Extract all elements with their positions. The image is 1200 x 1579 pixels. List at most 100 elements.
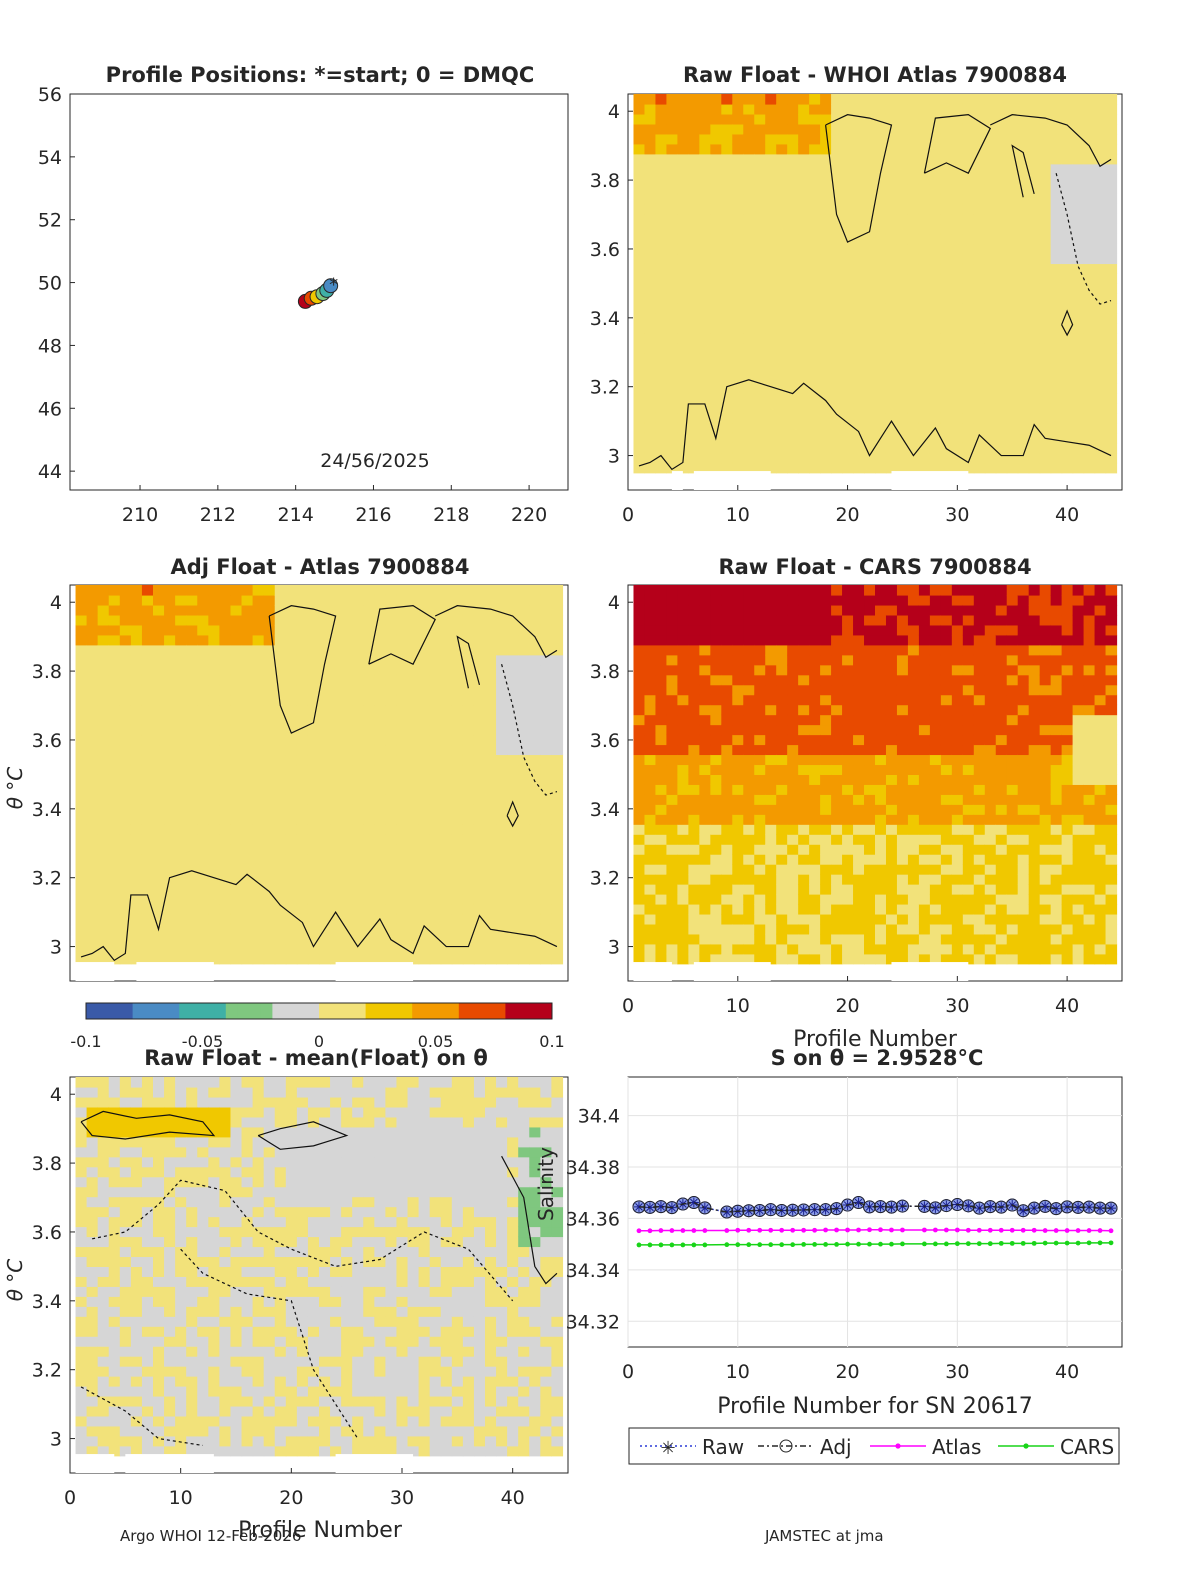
heatmap-cell xyxy=(1029,283,1041,294)
heatmap-cell xyxy=(875,914,887,925)
heatmap-cell xyxy=(864,954,876,965)
heatmap-cell xyxy=(974,373,986,384)
heatmap-cell xyxy=(197,655,209,666)
heatmap-cell xyxy=(996,283,1008,294)
heatmap-cell xyxy=(776,764,788,775)
heatmap-cell xyxy=(743,904,755,915)
heatmap-cell xyxy=(853,824,865,835)
heatmap-cell xyxy=(1051,373,1063,384)
heatmap-cell xyxy=(721,715,733,726)
heatmap-cell xyxy=(98,685,110,696)
heatmap-cell xyxy=(787,894,799,905)
heatmap-cell xyxy=(308,784,320,795)
heatmap-cell xyxy=(518,914,530,925)
heatmap-cell xyxy=(253,764,265,775)
heatmap-cell xyxy=(666,615,678,626)
heatmap-cell xyxy=(540,824,552,835)
heatmap-cell xyxy=(996,934,1008,945)
heatmap-cell xyxy=(87,764,99,775)
heatmap-cell xyxy=(820,715,832,726)
heatmap-cell xyxy=(98,605,110,616)
heatmap-cell xyxy=(529,605,541,616)
heatmap-cell xyxy=(1073,363,1085,374)
heatmap-cell xyxy=(787,244,799,255)
heatmap-cell xyxy=(886,353,898,364)
heatmap-cell xyxy=(76,725,88,736)
heatmap-cell xyxy=(743,174,755,185)
heatmap-cell xyxy=(842,423,854,434)
heatmap-cell xyxy=(952,635,964,646)
heatmap-cell xyxy=(644,373,656,384)
heatmap-cell xyxy=(688,333,700,344)
heatmap-cell xyxy=(831,333,843,344)
heatmap-cell xyxy=(1040,244,1052,255)
heatmap-cell xyxy=(809,423,821,434)
heatmap-cell xyxy=(853,164,865,175)
heatmap-cell xyxy=(754,204,766,215)
heatmap-cell xyxy=(396,595,408,606)
heatmap-cell xyxy=(985,144,997,155)
heatmap-cell xyxy=(633,864,645,875)
heatmap-cell xyxy=(699,695,711,706)
heatmap-cell xyxy=(743,104,755,115)
heatmap-cell xyxy=(886,754,898,765)
heatmap-cell xyxy=(941,94,953,105)
heatmap-cell xyxy=(1051,814,1063,825)
heatmap-cell xyxy=(864,383,876,394)
heatmap-cell xyxy=(197,625,209,636)
heatmap-cell xyxy=(496,705,508,716)
heatmap-cell xyxy=(930,124,942,135)
heatmap-cell xyxy=(842,595,854,606)
heatmap-cell xyxy=(496,894,508,905)
heatmap-cell xyxy=(699,585,711,596)
heatmap-cell xyxy=(142,595,154,606)
heatmap-cell xyxy=(1062,413,1074,424)
heatmap-cell xyxy=(330,924,342,935)
heatmap-cell xyxy=(186,804,198,815)
heatmap-cell xyxy=(765,904,777,915)
heatmap-cell xyxy=(886,333,898,344)
heatmap-cell xyxy=(330,735,342,746)
heatmap-cell xyxy=(820,234,832,245)
heatmap-cell xyxy=(1051,735,1063,746)
heatmap-cell xyxy=(319,754,331,765)
heatmap-cell xyxy=(1007,263,1019,274)
heatmap-cell xyxy=(853,174,865,185)
heatmap-cell xyxy=(1040,894,1052,905)
heatmap-cell xyxy=(853,904,865,915)
heatmap-cell xyxy=(385,685,397,696)
heatmap-cell xyxy=(941,754,953,765)
heatmap-cell xyxy=(941,393,953,404)
heatmap-cell xyxy=(831,323,843,334)
heatmap-cell xyxy=(175,725,187,736)
heatmap-cell xyxy=(1084,453,1096,464)
heatmap-cell xyxy=(952,273,964,284)
heatmap-cell xyxy=(330,585,342,596)
heatmap-cell xyxy=(963,625,975,636)
heatmap-cell xyxy=(1084,403,1096,414)
heatmap-cell xyxy=(1095,263,1107,274)
heatmap-cell xyxy=(540,904,552,915)
heatmap-cell xyxy=(363,824,375,835)
heatmap-cell xyxy=(633,844,645,855)
heatmap-cell xyxy=(721,774,733,785)
heatmap-cell xyxy=(1106,204,1118,215)
heatmap-cell xyxy=(197,744,209,755)
heatmap-cell xyxy=(1062,154,1074,165)
heatmap-cell xyxy=(109,904,121,915)
heatmap-cell xyxy=(677,323,689,334)
heatmap-cell xyxy=(87,894,99,905)
heatmap-cell xyxy=(710,934,722,945)
y-tick-label: 3.8 xyxy=(590,170,620,192)
heatmap-cell xyxy=(120,585,132,596)
heatmap-cell xyxy=(842,744,854,755)
heatmap-cell xyxy=(886,834,898,845)
heatmap-cell xyxy=(408,904,420,915)
heatmap-cell xyxy=(1040,263,1052,274)
heatmap-cell xyxy=(208,715,220,726)
heatmap-cell xyxy=(699,313,711,324)
heatmap-cell xyxy=(1007,253,1019,264)
heatmap-cell xyxy=(463,834,475,845)
heatmap-cell xyxy=(98,585,110,596)
x-tick-label: 40 xyxy=(1055,504,1079,526)
